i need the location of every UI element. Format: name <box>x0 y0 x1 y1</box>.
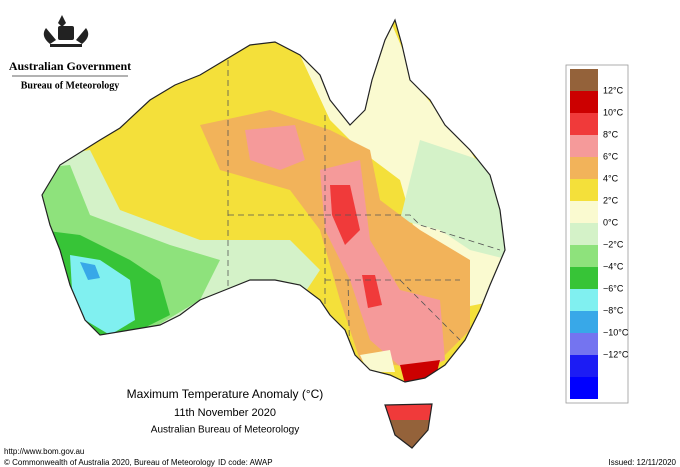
legend-label: 8°C <box>603 129 619 139</box>
government: Australian Government <box>9 59 131 73</box>
legend-swatch <box>570 355 598 377</box>
legend-label: 10°C <box>603 107 624 117</box>
legend-swatch <box>570 333 598 355</box>
legend-swatch <box>570 69 598 91</box>
map-date: 11th November 2020 <box>174 407 276 419</box>
legend-swatch <box>570 157 598 179</box>
map-title: Maximum Temperature Anomaly (°C) <box>127 387 324 401</box>
legend-label: 6°C <box>603 151 619 161</box>
legend-label: −8°C <box>603 305 624 315</box>
legend-swatch <box>570 91 598 113</box>
legend-label: −12°C <box>603 349 629 359</box>
legend-swatch <box>570 377 598 399</box>
footer-copyright: © Commonwealth of Australia 2020, Bureau… <box>4 458 215 467</box>
legend-swatch <box>570 113 598 135</box>
map-source: Australian Bureau of Meteorology <box>151 425 299 436</box>
footer-issued: Issued: 12/11/2020 <box>609 458 677 467</box>
footer-id: ID code: AWAP <box>218 458 273 467</box>
legend-swatch <box>570 179 598 201</box>
legend-label: −6°C <box>603 283 624 293</box>
legend-label: −10°C <box>603 327 629 337</box>
footer-url: http://www.bom.gov.au <box>4 447 84 456</box>
legend-swatch <box>570 223 598 245</box>
bureau: Bureau of Meteorology <box>21 80 120 91</box>
legend-label: 0°C <box>603 217 619 227</box>
legend: 12°C 10°C 8°C 6°C 4°C 2°C 0°C −2°C −4°C −6°C −8°C −… <box>565 64 629 404</box>
legend-label: −4°C <box>603 261 624 271</box>
legend-swatch <box>570 311 598 333</box>
legend-label: 4°C <box>603 173 619 183</box>
crest <box>43 15 89 47</box>
legend-label: 2°C <box>603 195 619 205</box>
legend-swatch <box>570 201 598 223</box>
legend-swatch <box>570 289 598 311</box>
legend-swatch <box>570 245 598 267</box>
legend-swatch <box>570 267 598 289</box>
legend-swatch <box>570 135 598 157</box>
legend-label: −2°C <box>603 239 624 249</box>
legend-label: 12°C <box>603 85 624 95</box>
